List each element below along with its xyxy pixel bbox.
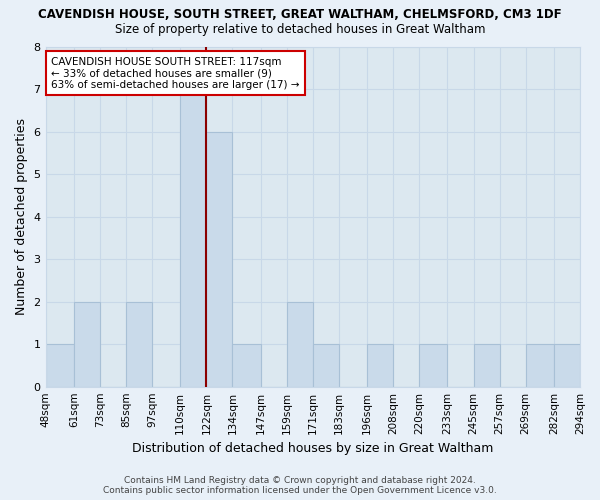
Text: CAVENDISH HOUSE, SOUTH STREET, GREAT WALTHAM, CHELMSFORD, CM3 1DF: CAVENDISH HOUSE, SOUTH STREET, GREAT WAL… [38,8,562,20]
Bar [206,132,232,386]
Bar [313,344,339,387]
X-axis label: Distribution of detached houses by size in Great Waltham: Distribution of detached houses by size … [132,442,493,455]
Bar [554,344,580,387]
Bar [74,302,100,386]
Bar [126,302,152,386]
Bar [367,344,393,387]
Bar [526,344,554,387]
Text: Size of property relative to detached houses in Great Waltham: Size of property relative to detached ho… [115,22,485,36]
Bar [46,344,74,387]
Bar [287,302,313,386]
Text: Contains HM Land Registry data © Crown copyright and database right 2024.
Contai: Contains HM Land Registry data © Crown c… [103,476,497,495]
Text: CAVENDISH HOUSE SOUTH STREET: 117sqm
← 33% of detached houses are smaller (9)
63: CAVENDISH HOUSE SOUTH STREET: 117sqm ← 3… [51,56,299,90]
Bar [180,89,206,386]
Bar [232,344,260,387]
Bar [473,344,500,387]
Y-axis label: Number of detached properties: Number of detached properties [15,118,28,315]
Bar [419,344,448,387]
